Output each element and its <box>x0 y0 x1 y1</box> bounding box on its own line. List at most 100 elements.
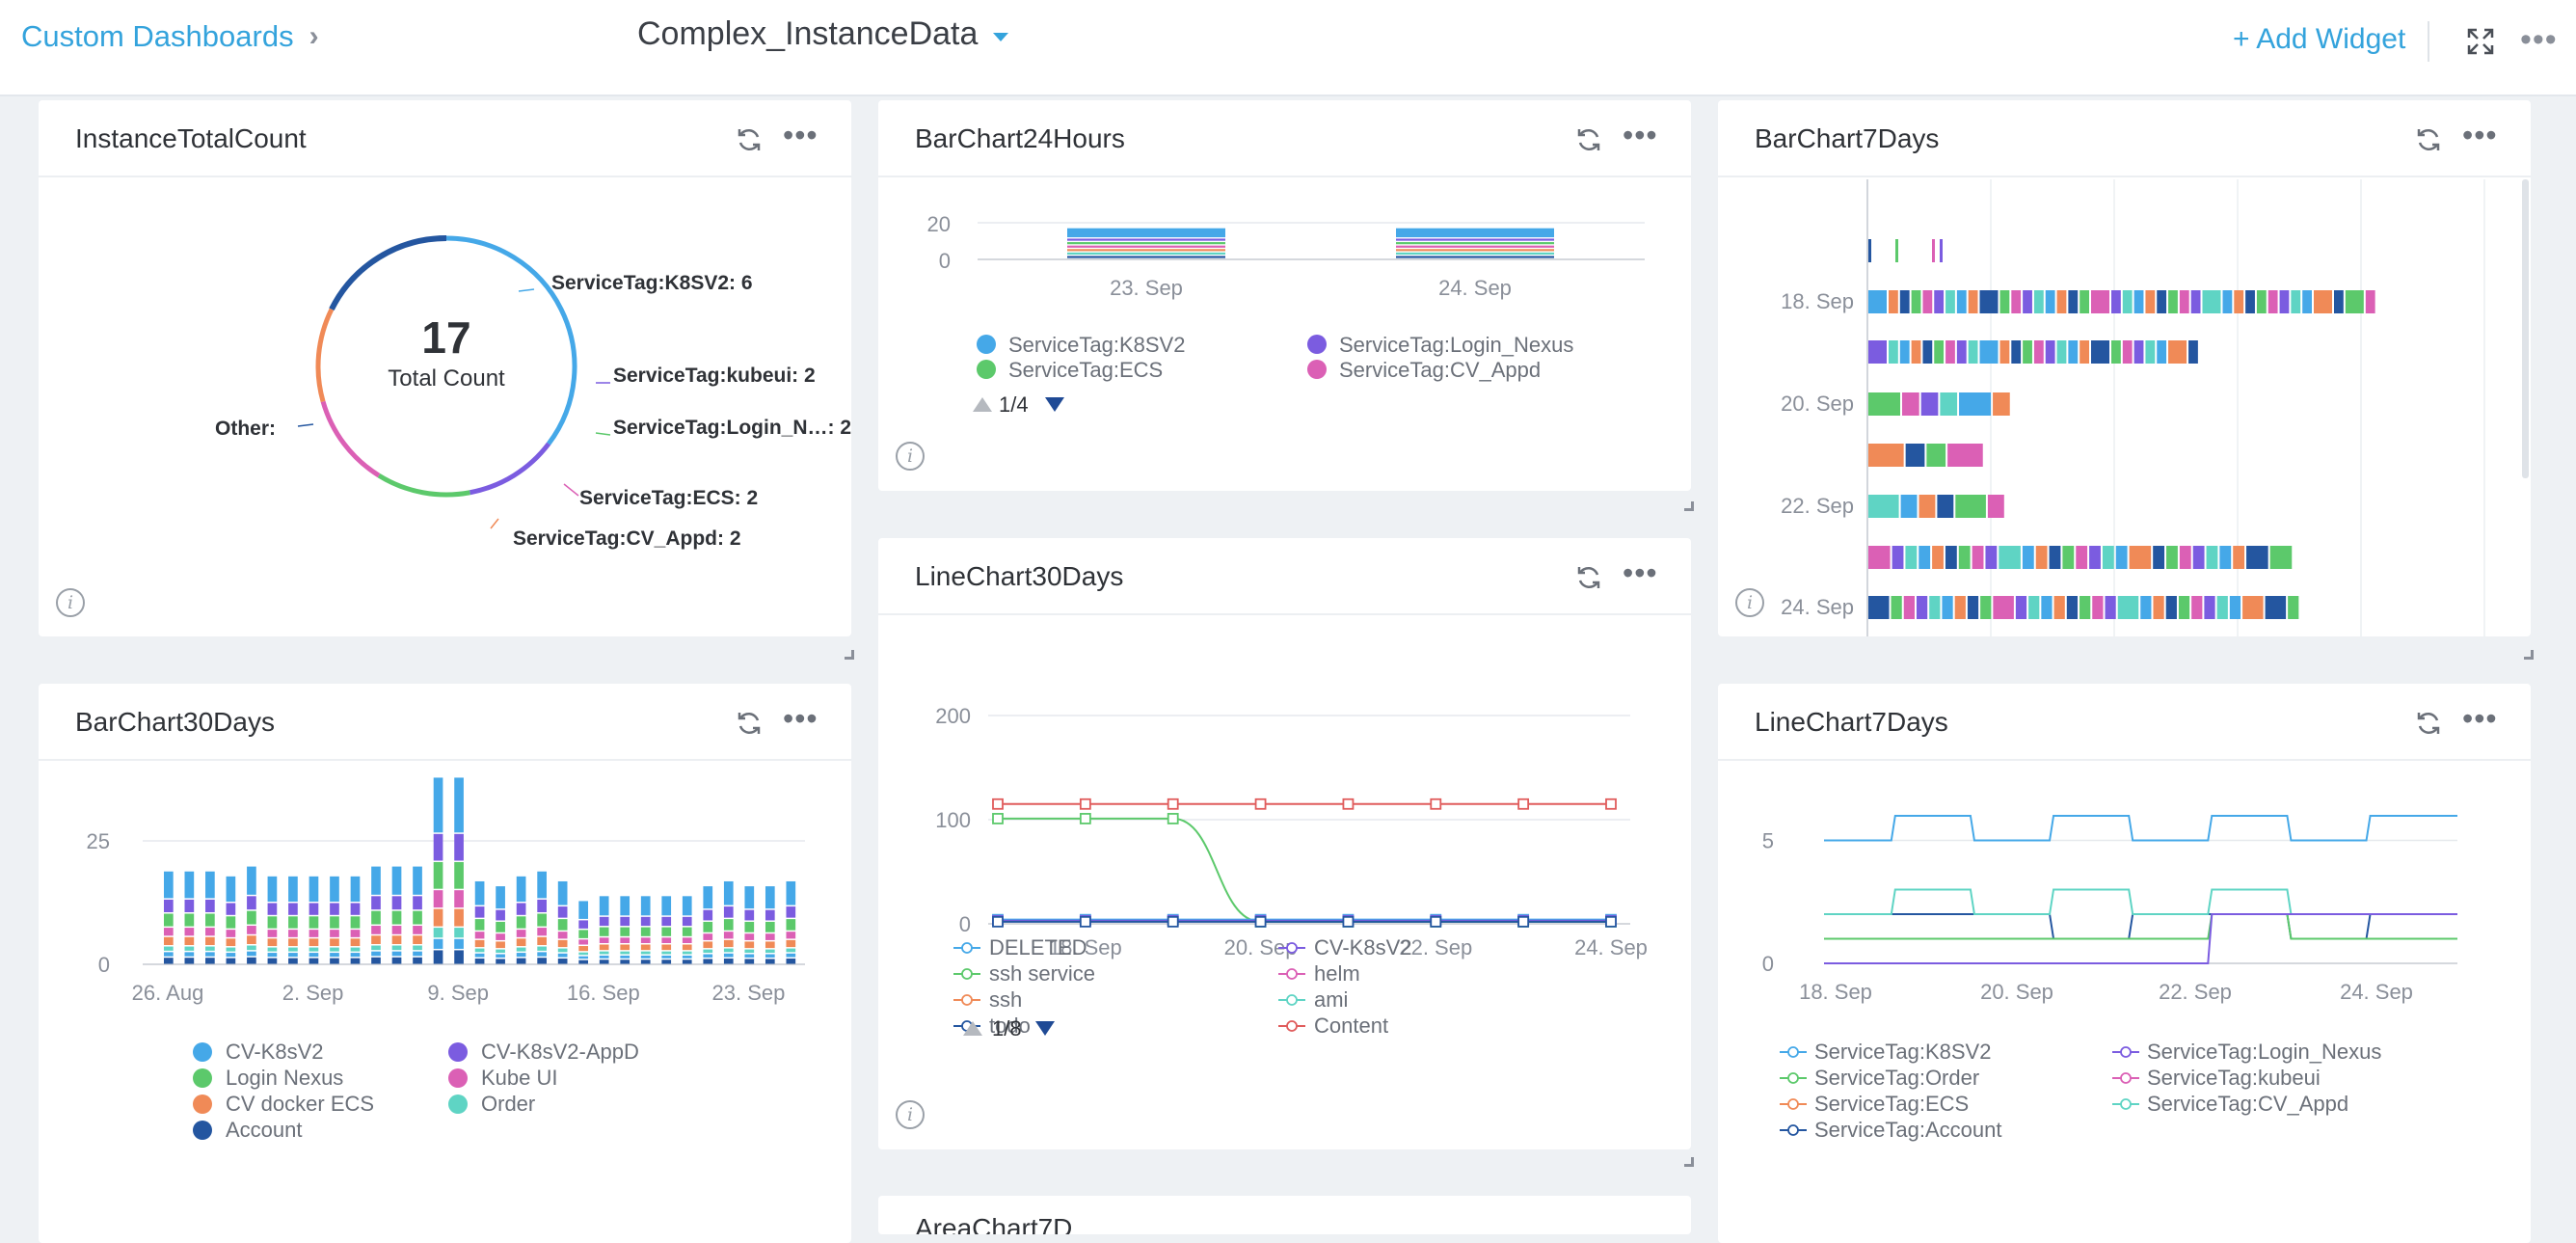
bar-segment <box>2033 340 2044 364</box>
legend-item[interactable]: ServiceTag:Login_Nexus <box>1339 333 1573 357</box>
legend-item[interactable]: Order <box>481 1092 535 1116</box>
bar-segment <box>350 903 361 915</box>
legend-item[interactable]: Login Nexus <box>226 1066 343 1090</box>
more-options-icon[interactable]: ••• <box>2520 21 2558 58</box>
info-icon[interactable]: i <box>56 588 85 617</box>
bar-segment <box>2066 596 2079 619</box>
bar-segment <box>537 899 547 912</box>
bar-segment <box>1959 392 1992 416</box>
legend-item[interactable]: CV-K8sV2 <box>226 1040 324 1064</box>
legend-item[interactable]: CV-K8sV2-AppD <box>481 1040 639 1064</box>
widget-menu-icon[interactable]: ••• <box>783 118 818 152</box>
legend-item[interactable]: ServiceTag:CV_Appd <box>1339 358 1541 382</box>
resize-handle[interactable] <box>1684 1157 1694 1167</box>
resize-handle[interactable] <box>1684 501 1694 511</box>
x-tick-label: 16. Sep <box>567 981 640 1005</box>
data-point <box>992 813 1004 824</box>
refresh-icon[interactable] <box>1574 125 1603 154</box>
legend-item[interactable]: ServiceTag:K8SV2 <box>1008 333 1185 357</box>
info-icon[interactable]: i <box>1735 588 1764 617</box>
bar-segment <box>557 919 568 931</box>
pager-down-icon[interactable] <box>1045 397 1064 412</box>
add-widget-button[interactable]: + Add Widget <box>2233 23 2406 55</box>
breadcrumb-link[interactable]: Custom Dashboards <box>21 19 294 53</box>
pager-down-icon[interactable] <box>1035 1021 1055 1036</box>
legend-item[interactable]: ServiceTag:K8SV2 <box>1814 1040 1991 1064</box>
legend-item[interactable]: todo <box>989 1013 1031 1038</box>
legend-item[interactable]: ServiceTag:CV_Appd <box>2147 1092 2348 1116</box>
scrollbar[interactable] <box>2522 179 2529 478</box>
legend-marker <box>448 1094 468 1114</box>
bar-segment <box>786 880 796 905</box>
legend-item[interactable]: ssh <box>989 987 1022 1012</box>
resize-handle[interactable] <box>845 650 854 660</box>
legend-marker[interactable] <box>977 360 996 379</box>
widget-menu-icon[interactable]: ••• <box>2462 701 2498 736</box>
bar-segment <box>2122 340 2133 364</box>
legend-item[interactable]: CV-K8sV2 <box>1314 935 1412 959</box>
widget-menu-icon[interactable]: ••• <box>1623 555 1658 590</box>
refresh-icon[interactable] <box>735 125 764 154</box>
caret-down-icon[interactable] <box>993 33 1009 41</box>
refresh-icon[interactable] <box>2414 709 2443 738</box>
bar-segment <box>765 909 775 921</box>
legend-item[interactable]: DELETED <box>989 935 1087 959</box>
legend-item[interactable]: ServiceTag:ECS <box>1008 358 1163 382</box>
bar-segment <box>267 876 278 902</box>
info-icon[interactable]: i <box>896 442 925 471</box>
bar-segment <box>2023 290 2032 313</box>
bar-segment <box>516 953 526 958</box>
pager-up-icon[interactable] <box>973 397 992 412</box>
refresh-icon[interactable] <box>735 709 764 738</box>
legend-item[interactable]: ServiceTag:ECS <box>1814 1092 1969 1116</box>
widget-menu-icon[interactable]: ••• <box>783 701 818 736</box>
bar-segment <box>413 957 422 964</box>
resize-handle[interactable] <box>2524 650 2534 660</box>
bar-segment <box>413 910 422 925</box>
donut-label-ecs: ServiceTag:ECS: 2 <box>579 487 758 509</box>
widget-header: BarChart30Days ••• <box>39 684 851 761</box>
bar-segment <box>1911 290 1921 313</box>
refresh-icon[interactable] <box>2414 125 2443 154</box>
widget-menu-icon[interactable]: ••• <box>2462 118 2498 152</box>
bar-segment <box>391 866 402 895</box>
bar-segment <box>1396 245 1554 248</box>
breadcrumb[interactable]: Custom Dashboards › <box>21 19 319 54</box>
legend-item[interactable]: Kube UI <box>481 1066 558 1090</box>
legend-item[interactable]: Content <box>1314 1013 1388 1038</box>
legend-marker[interactable] <box>1307 335 1327 354</box>
bar-segment <box>1902 392 1919 416</box>
legend-item[interactable]: ServiceTag:kubeui <box>2147 1066 2321 1090</box>
bar-segment <box>2117 596 2139 619</box>
legend-marker <box>1787 1124 1799 1136</box>
bar-segment <box>786 906 796 918</box>
dashboard-selector[interactable]: Complex_InstanceData <box>637 15 1009 53</box>
dashboard-name[interactable]: Complex_InstanceData <box>637 15 979 52</box>
fullscreen-icon[interactable] <box>2466 27 2495 56</box>
legend-item[interactable]: Account <box>226 1118 303 1142</box>
refresh-icon[interactable] <box>1574 563 1603 592</box>
bar-segment <box>474 939 485 948</box>
legend-item[interactable]: ServiceTag:Order <box>1814 1066 1979 1090</box>
bar-segment <box>1905 546 1918 569</box>
legend-item[interactable]: ServiceTag:Login_Nexus <box>2147 1040 2381 1064</box>
legend-marker[interactable] <box>1307 360 1327 379</box>
bar-segment <box>2166 546 2178 569</box>
pager-up-icon[interactable] <box>963 1021 982 1036</box>
legend-item[interactable]: CV docker ECS <box>226 1092 374 1116</box>
bar-segment <box>516 903 526 915</box>
widget-menu-icon[interactable]: ••• <box>1623 118 1658 152</box>
legend-item[interactable]: ServiceTag:Account <box>1814 1118 2001 1142</box>
info-icon[interactable]: i <box>896 1100 925 1129</box>
legend-item[interactable]: helm <box>1314 961 1360 986</box>
bar-segment <box>1067 238 1225 241</box>
legend-marker[interactable] <box>977 335 996 354</box>
legend-item[interactable]: ami <box>1314 987 1348 1012</box>
bar-segment <box>2192 546 2205 569</box>
legend-marker <box>448 1068 468 1088</box>
y-tick-label: 0 <box>1762 952 1774 976</box>
bar-segment <box>578 930 589 938</box>
legend-item[interactable]: ssh service <box>989 961 1095 986</box>
bar-segment <box>433 908 443 927</box>
bar-segment <box>2246 546 2268 569</box>
